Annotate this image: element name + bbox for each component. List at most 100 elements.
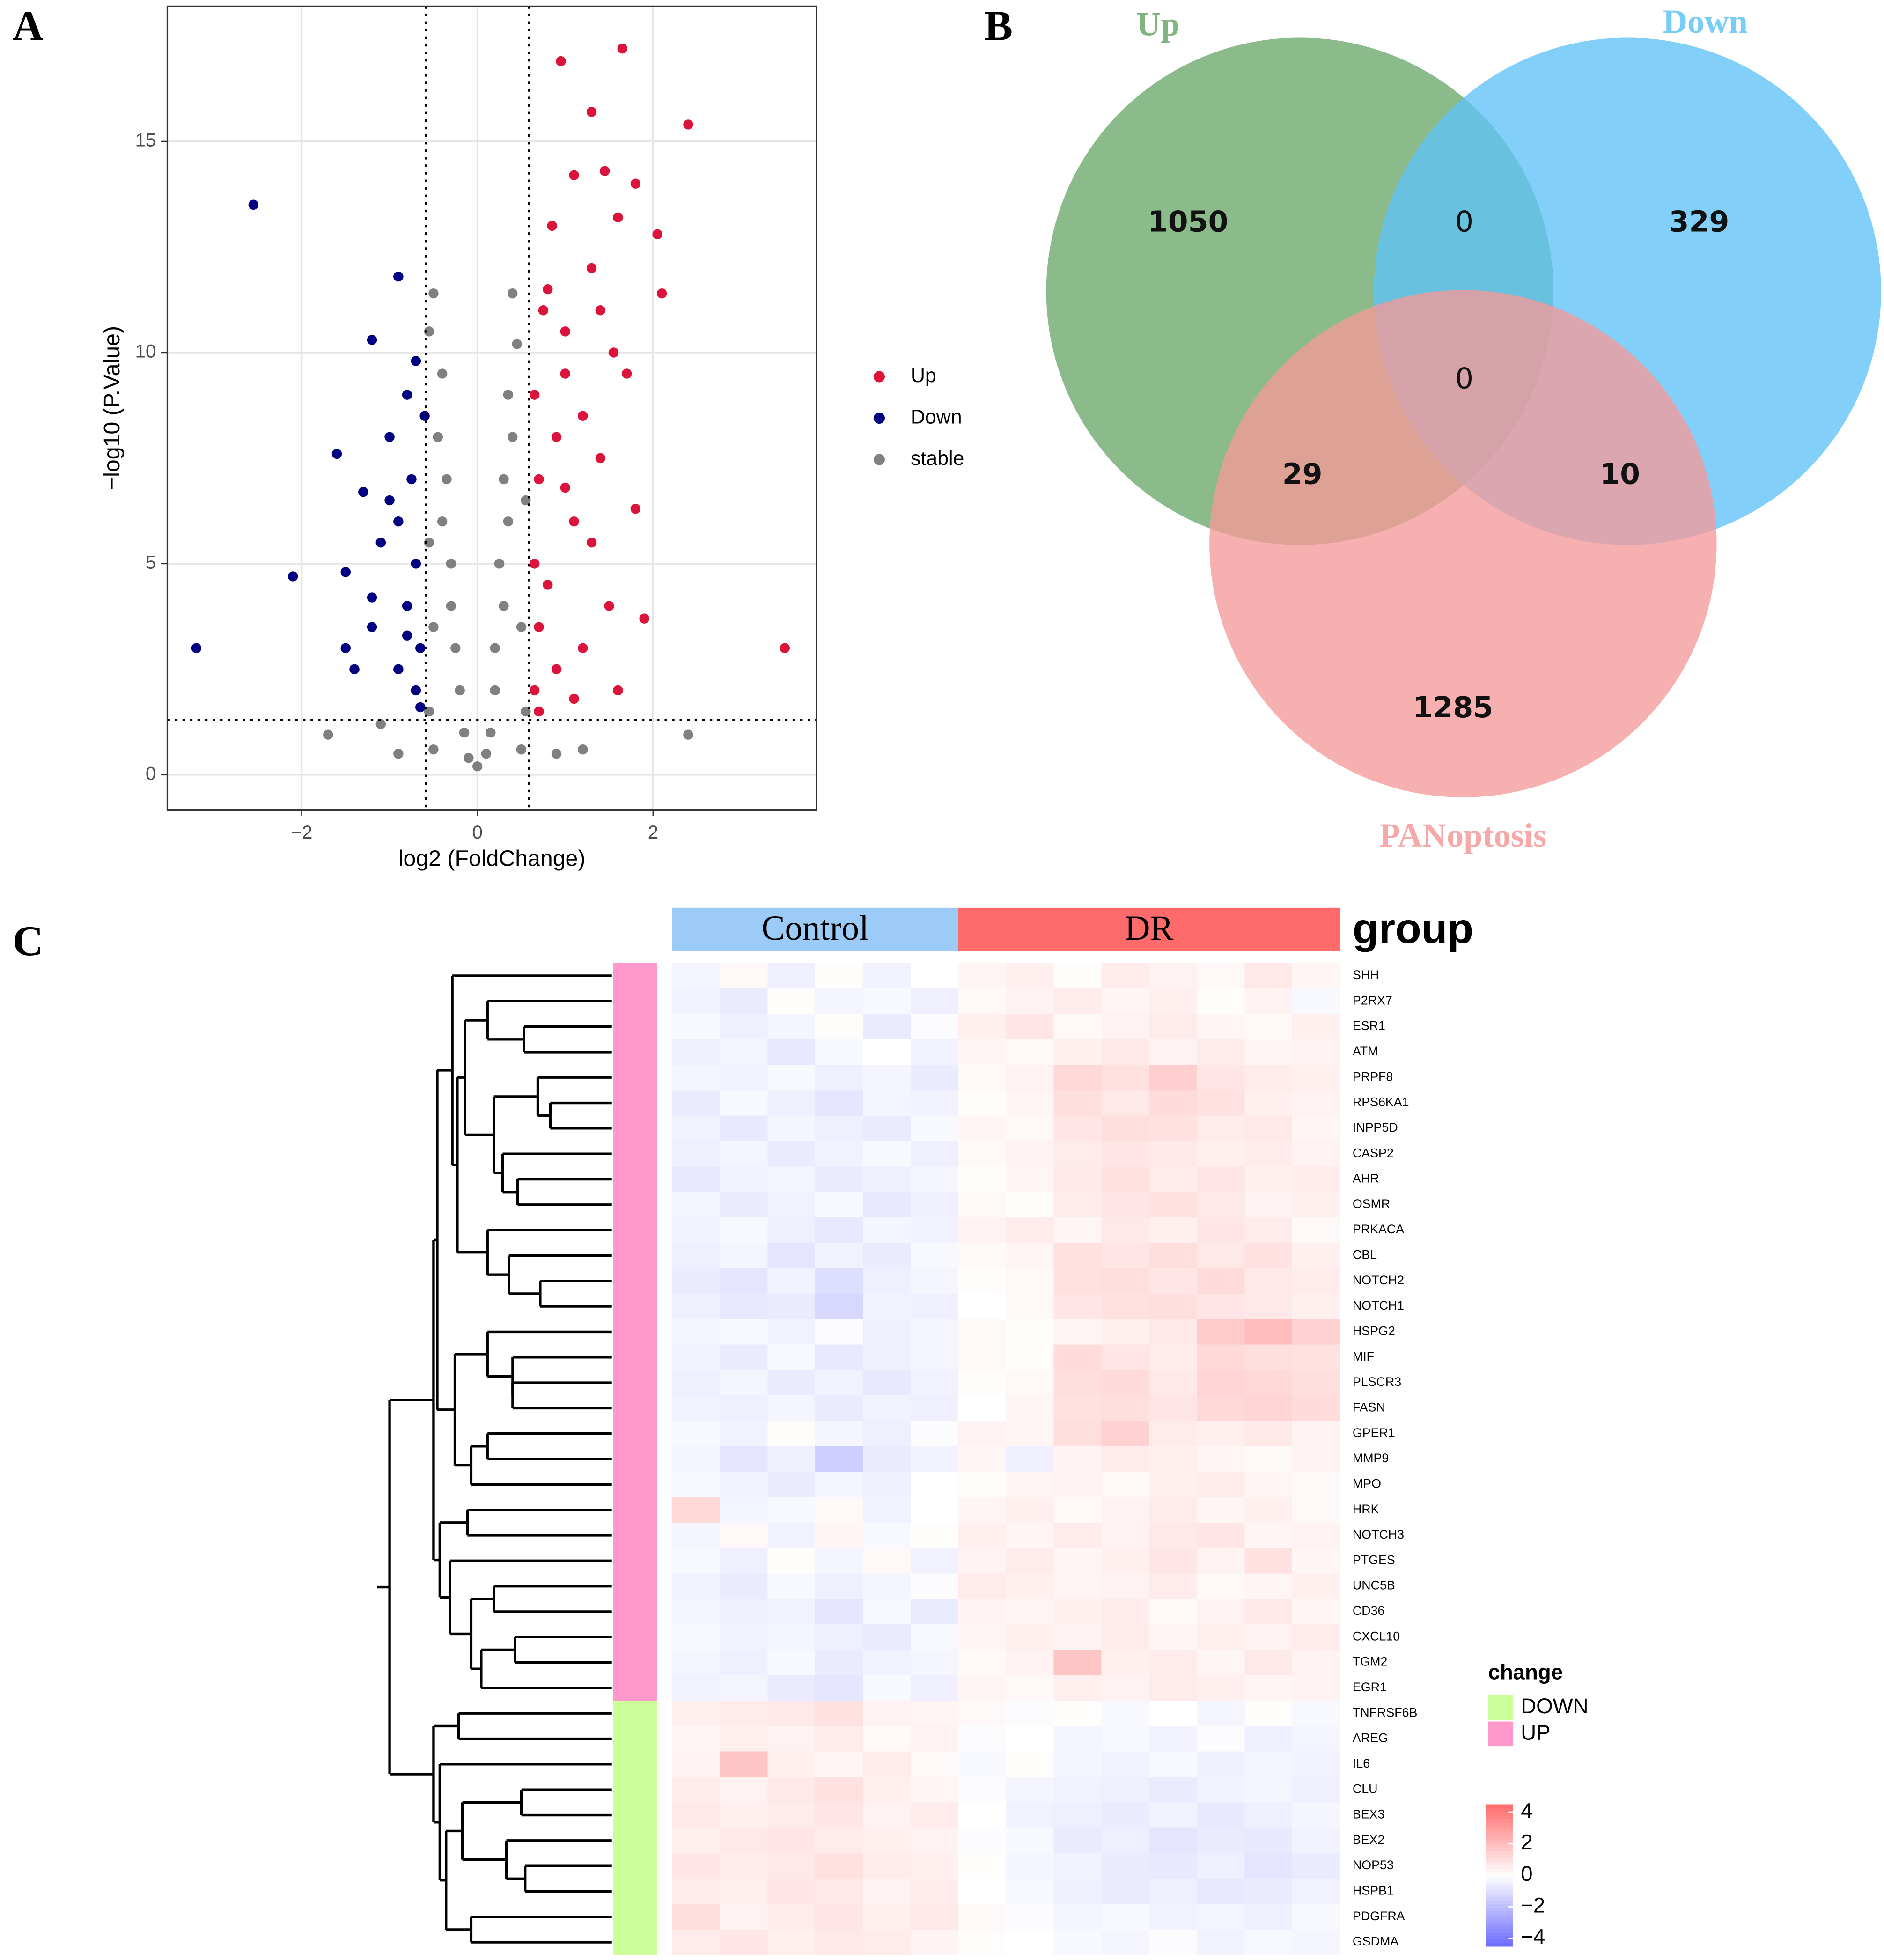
colorbar-step <box>1486 1910 1514 1915</box>
heatmap-cell <box>1101 1014 1150 1040</box>
heatmap-cell <box>1006 1548 1054 1574</box>
heatmap-cell <box>1197 1573 1245 1599</box>
row-label: CLU <box>1353 1782 1378 1796</box>
heatmap-cell <box>1197 1751 1245 1777</box>
heatmap-cell <box>863 1548 911 1574</box>
change-annotation <box>613 1879 657 1905</box>
point <box>450 643 461 653</box>
change-annotation <box>613 1166 657 1193</box>
heatmap-cell <box>958 1166 1007 1193</box>
heatmap-cell <box>958 1751 1007 1777</box>
heatmap-cell <box>863 1497 911 1523</box>
point <box>428 288 439 299</box>
heatmap-cell <box>1292 1243 1340 1269</box>
heatmap-cell <box>1197 1421 1245 1447</box>
row-label: FASN <box>1353 1400 1385 1414</box>
change-annotation <box>613 1675 657 1701</box>
heatmap-cell <box>1197 1624 1245 1651</box>
heatmap-cell <box>1053 1701 1102 1727</box>
change-annotation <box>613 1701 657 1727</box>
heatmap-cell <box>1197 1319 1245 1345</box>
legend-label: stable <box>911 447 964 470</box>
point <box>411 356 421 366</box>
point <box>503 390 514 400</box>
heatmap-cell <box>1149 1522 1198 1548</box>
heatmap-cell <box>1197 1548 1245 1574</box>
change-annotation <box>613 1217 657 1244</box>
venn-count: 10 <box>1600 457 1640 491</box>
row-label: NOTCH1 <box>1353 1298 1404 1312</box>
heatmap-cell <box>910 1268 959 1294</box>
heatmap-cell <box>1006 1243 1054 1269</box>
point <box>780 643 790 653</box>
colorbar-step <box>1486 1921 1514 1926</box>
heatmap-cell <box>815 1573 863 1599</box>
heatmap-cell <box>1292 1141 1340 1167</box>
colorbar-step <box>1486 1840 1514 1844</box>
heatmap-cell <box>672 1344 721 1371</box>
point <box>406 474 417 485</box>
heatmap-cell <box>1244 1243 1293 1269</box>
heatmap-cell <box>1101 1472 1150 1498</box>
heatmap-cell <box>1292 1293 1340 1320</box>
heatmap-cell <box>767 1243 816 1269</box>
heatmap-cell <box>958 1293 1007 1320</box>
heatmap-cell <box>672 1573 721 1599</box>
point <box>419 411 430 421</box>
heatmap-cell <box>1292 1853 1340 1879</box>
row-label: NOTCH3 <box>1353 1527 1404 1541</box>
heatmap-cell <box>815 963 863 989</box>
venn-count: 1285 <box>1413 691 1494 724</box>
heatmap-cell <box>672 1879 721 1905</box>
colorbar-step <box>1486 1868 1514 1872</box>
heatmap-cell <box>863 1014 911 1040</box>
change-annotation <box>613 1268 657 1294</box>
point <box>494 559 505 569</box>
heatmap-cell <box>958 1497 1007 1523</box>
heatmap-cell <box>815 1344 863 1371</box>
heatmap-cell <box>815 1548 863 1574</box>
heatmap-cell <box>767 1599 816 1625</box>
heatmap-cell <box>815 1675 863 1701</box>
point <box>534 474 544 485</box>
heatmap-cell <box>910 1599 959 1625</box>
heatmap-cell <box>815 1777 863 1803</box>
point <box>569 693 579 704</box>
heatmap-cell <box>1053 1446 1102 1473</box>
heatmap-cell <box>1006 1268 1054 1294</box>
heatmap-cell <box>1149 1879 1198 1905</box>
row-label: NOP53 <box>1353 1858 1394 1872</box>
heatmap-cell <box>910 1166 959 1193</box>
heatmap-cell <box>1149 1904 1198 1930</box>
point <box>428 622 439 632</box>
heatmap-cell <box>815 1599 863 1625</box>
heatmap-cell <box>720 1395 768 1422</box>
point <box>248 199 259 210</box>
heatmap-cell <box>1149 1802 1198 1828</box>
heatmap-cell <box>1053 1166 1102 1193</box>
heatmap-cell <box>1244 1599 1293 1625</box>
point <box>499 474 509 485</box>
heatmap-cell <box>910 1472 959 1498</box>
heatmap-cell <box>958 1573 1007 1599</box>
heatmap-cell <box>1149 1293 1198 1320</box>
point <box>529 685 540 696</box>
change-annotation <box>613 1446 657 1473</box>
heatmap-cell <box>1197 1726 1245 1752</box>
heatmap-cell <box>1244 1065 1293 1091</box>
heatmap-cell <box>1006 988 1054 1015</box>
row-label: UNC5B <box>1353 1578 1395 1592</box>
point <box>375 719 386 729</box>
colorbar-step <box>1486 1935 1514 1940</box>
heatmap-cell <box>1053 1853 1102 1879</box>
heatmap-cell <box>1244 1904 1293 1930</box>
heatmap-cell <box>1292 1522 1340 1548</box>
point <box>621 368 632 379</box>
heatmap-cell <box>1006 1141 1054 1167</box>
point <box>652 229 663 240</box>
heatmap-cell <box>767 1166 816 1193</box>
heatmap-cell <box>720 1421 768 1447</box>
change-annotation <box>613 1929 657 1956</box>
heatmap-cell <box>1292 1624 1340 1651</box>
heatmap-cell <box>1197 1879 1245 1905</box>
